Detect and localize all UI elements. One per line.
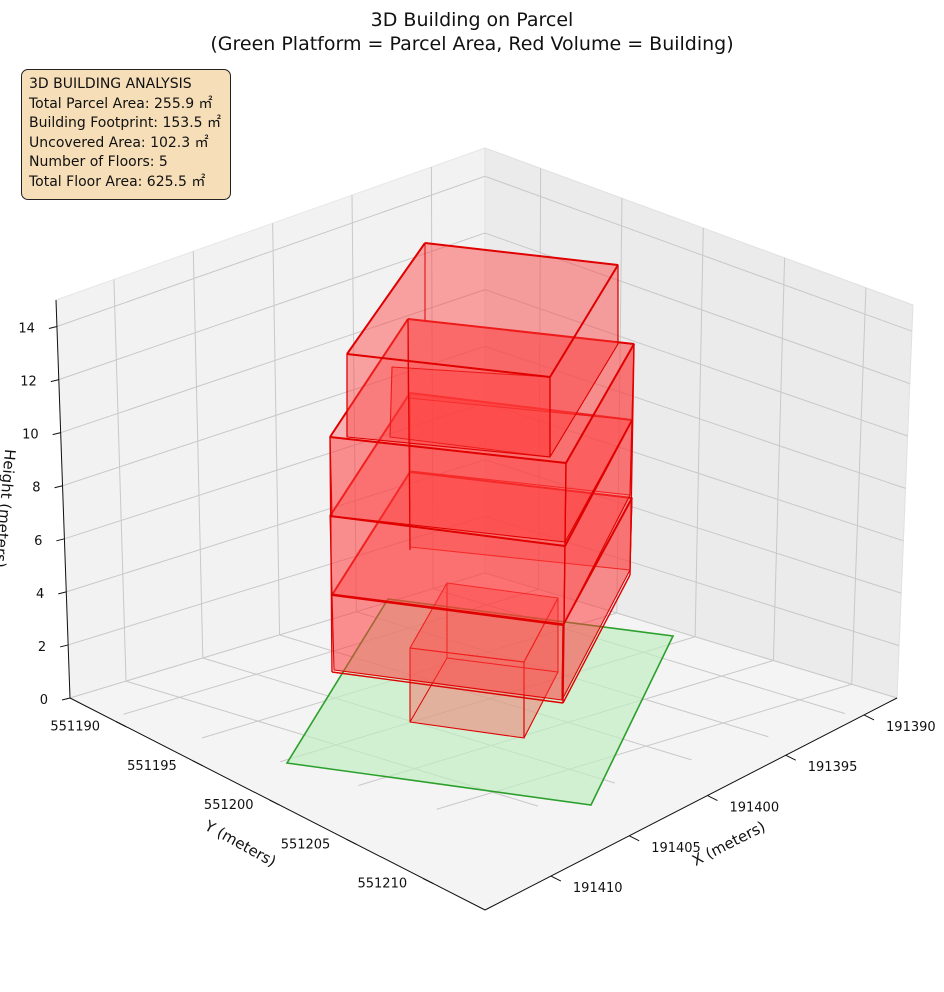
y-tick-mark — [422, 878, 434, 884]
annotation-line-floor-area: Total Floor Area: 625.5 ㎡ — [29, 173, 206, 190]
grid-line-x-wall — [694, 228, 704, 637]
building-edge — [329, 436, 333, 673]
z-tick-label: 0 — [40, 693, 48, 708]
x-tick-label: 191400 — [729, 801, 779, 816]
grid-line-x-wall — [772, 257, 786, 661]
building-edge — [629, 343, 635, 576]
roof-edge — [549, 264, 619, 378]
building-edge — [407, 318, 411, 551]
x-tick-label: 191395 — [808, 760, 858, 775]
analysis-annotation-box: 3D BUILDING ANALYSIS Total Parcel Area: … — [21, 69, 231, 200]
z-tick-mark — [60, 644, 69, 648]
z-tick-label: 12 — [20, 375, 37, 390]
annotation-heading: 3D BUILDING ANALYSIS — [29, 76, 192, 92]
grid-line-z — [62, 345, 906, 489]
y-tick-label: 551210 — [357, 877, 407, 892]
roof-edge — [424, 242, 619, 266]
floor-slab-edge — [565, 343, 635, 464]
annotation-line-floors: Number of Floors: 5 — [29, 154, 168, 170]
x-tick-label: 191405 — [651, 841, 701, 856]
annotation-line-uncovered: Uncovered Area: 102.3 ㎡ — [29, 134, 209, 151]
annotation-line-parcel-area: Total Parcel Area: 255.9 ㎡ — [29, 95, 213, 112]
building-edge — [331, 671, 564, 704]
y-tick-label: 551190 — [50, 720, 100, 735]
z-axis-line — [55, 299, 71, 699]
x-tick-mark — [707, 795, 718, 801]
building-edge — [562, 462, 567, 704]
grid-line-z — [56, 175, 913, 332]
z-tick-mark — [56, 538, 65, 542]
z-tick-label: 2 — [38, 640, 46, 655]
z-tick-mark — [54, 485, 63, 489]
floor-slab-edge — [329, 318, 409, 438]
grid-line-y-wall — [192, 251, 204, 659]
x-tick-mark — [863, 714, 875, 721]
x-tick-mark — [550, 875, 562, 882]
x-tick-label: 191410 — [573, 881, 623, 896]
y-tick-label: 551195 — [127, 759, 177, 774]
z-tick-mark — [52, 432, 61, 436]
y-tick-mark — [269, 799, 280, 806]
z-tick-label: 14 — [18, 322, 35, 337]
y-tick-label: 551200 — [204, 798, 254, 813]
y-tick-mark — [115, 721, 127, 728]
building-edge — [562, 574, 631, 704]
grid-line-x-wall — [851, 287, 867, 685]
chart-title-line-2: (Green Platform = Parcel Area, Red Volum… — [210, 33, 733, 55]
roof-edge — [346, 242, 426, 355]
z-tick-mark — [50, 379, 59, 383]
floor-slab-edge — [407, 318, 635, 345]
z-tick-label: 8 — [32, 481, 40, 496]
x-tick-mark — [628, 835, 640, 842]
x-tick-mark — [785, 754, 796, 761]
floor-slab-edge — [329, 515, 566, 547]
z-axis-label: Height (meters) — [0, 448, 19, 568]
z-tick-mark — [61, 697, 71, 701]
z-tick-mark — [58, 591, 67, 595]
z-tick-label: 4 — [36, 587, 44, 602]
grid-line-y-wall — [113, 279, 127, 682]
axes: 0 2 4 6 8 10 12 14 551190 551195 551200 551205 55121… — [18, 299, 936, 911]
roof-edge — [346, 353, 551, 378]
z-tick-label: 6 — [34, 534, 42, 549]
grid-line-z — [58, 232, 910, 385]
annotation-line-footprint: Building Footprint: 153.5 ㎡ — [29, 115, 222, 131]
x-axis-label: X (meters) — [689, 817, 768, 869]
grid-line-z — [60, 289, 908, 437]
y-axis-label: Y (meters) — [201, 816, 279, 870]
building-volume — [329, 242, 635, 739]
z-tick-label: 10 — [22, 428, 39, 443]
floor-slab-edge — [329, 436, 567, 464]
x-axis-line — [484, 697, 898, 911]
chart-title-line-1: 3D Building on Parcel — [371, 9, 574, 31]
floor-slab-edge — [331, 594, 564, 626]
y-tick-mark — [346, 838, 357, 845]
z-tick-mark — [48, 326, 58, 330]
x-tick-label: 191390 — [886, 720, 936, 735]
y-tick-mark — [192, 760, 204, 767]
grid-line-y-wall — [272, 223, 281, 635]
y-tick-label: 551205 — [281, 837, 331, 852]
